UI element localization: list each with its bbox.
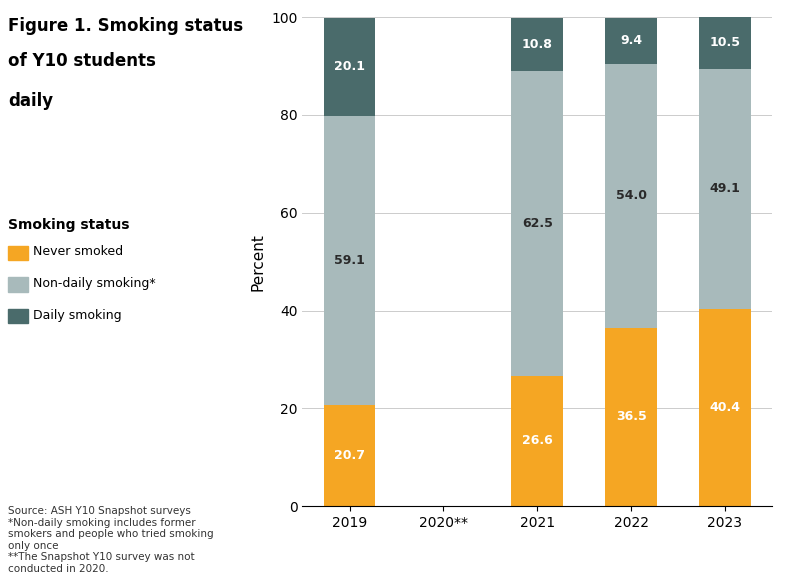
Text: 10.5: 10.5	[709, 36, 740, 49]
Text: Daily smoking: Daily smoking	[33, 309, 122, 321]
Text: 54.0: 54.0	[615, 189, 646, 202]
Text: of Y10 students: of Y10 students	[8, 52, 162, 70]
Bar	[699, 17, 751, 68]
Text: Smoking status: Smoking status	[8, 218, 130, 232]
Text: 36.5: 36.5	[616, 411, 646, 423]
Text: 9.4: 9.4	[620, 34, 642, 47]
Bar	[605, 18, 657, 64]
Bar	[699, 309, 751, 506]
Text: 20.7: 20.7	[334, 449, 365, 462]
Text: 59.1: 59.1	[334, 254, 365, 267]
Bar	[512, 71, 563, 376]
Bar	[605, 64, 657, 328]
Text: 49.1: 49.1	[709, 182, 740, 195]
Text: Figure 1. Smoking status: Figure 1. Smoking status	[8, 17, 243, 35]
Text: 62.5: 62.5	[522, 217, 552, 230]
Bar	[512, 18, 563, 71]
Text: Never smoked: Never smoked	[33, 246, 123, 258]
Bar	[324, 405, 376, 506]
Bar	[605, 328, 657, 506]
Bar	[512, 376, 563, 506]
Bar	[699, 68, 751, 309]
Text: 20.1: 20.1	[334, 60, 365, 74]
Y-axis label: Percent: Percent	[251, 233, 266, 290]
Text: daily: daily	[8, 92, 53, 110]
Text: 26.6: 26.6	[522, 435, 552, 447]
Text: Non-daily smoking*: Non-daily smoking*	[33, 277, 156, 290]
Text: 10.8: 10.8	[522, 37, 552, 51]
Text: Source: ASH Y10 Snapshot surveys
*Non-daily smoking includes former
smokers and : Source: ASH Y10 Snapshot surveys *Non-da…	[8, 506, 213, 574]
Text: 40.4: 40.4	[709, 401, 740, 414]
Bar	[324, 116, 376, 405]
Bar	[324, 18, 376, 116]
